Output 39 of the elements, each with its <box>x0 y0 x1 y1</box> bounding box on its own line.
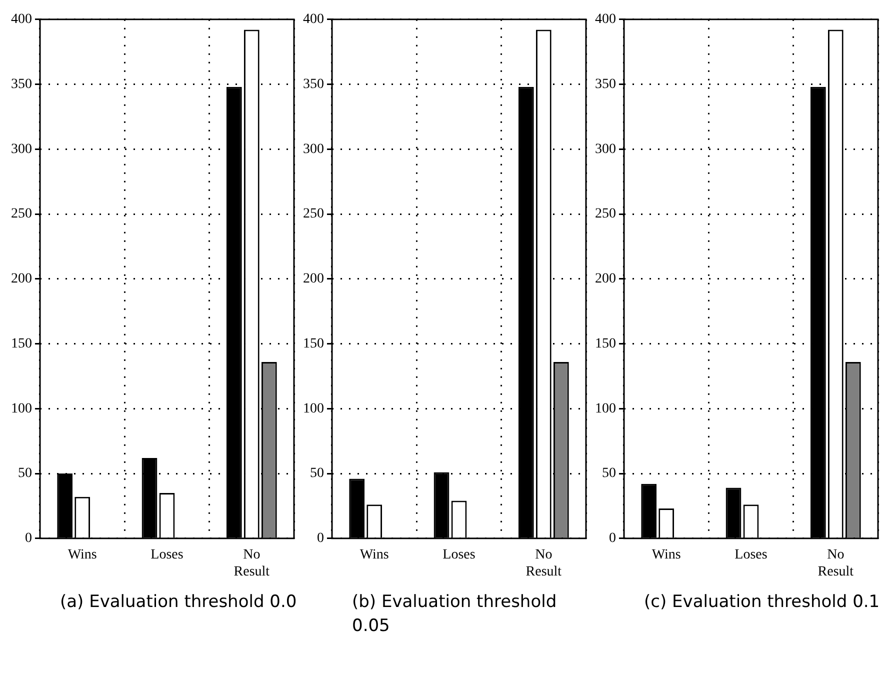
x-tick-label: No Result <box>818 547 854 580</box>
y-tick-label: 0 <box>609 531 616 546</box>
x-tick-label: Wins <box>652 547 681 562</box>
x-tick-label: No Result <box>234 547 270 580</box>
y-tick-label: 0 <box>25 531 32 546</box>
x-tick-label: Loses <box>734 547 768 562</box>
x-tick-label: Loses <box>150 547 184 562</box>
y-tick-label: 50 <box>310 466 324 482</box>
y-tick-label: 350 <box>303 76 324 92</box>
y-tick-label: 350 <box>595 76 616 92</box>
y-tick-label: 100 <box>11 401 32 416</box>
y-tick-label: 200 <box>595 272 616 287</box>
x-tick-label: Loses <box>442 547 476 562</box>
y-tick-label: 0 <box>317 531 324 546</box>
text: (b) Evaluation threshold 0.05 <box>351 591 558 638</box>
y-tick-label: 400 <box>303 12 324 28</box>
y-tick-label: 150 <box>303 336 324 352</box>
x-tick-label: Wins <box>360 547 389 562</box>
text: (a) Evaluation threshold 0.0 <box>59 591 298 614</box>
y-tick-label: 250 <box>595 206 616 222</box>
y-tick-label: 50 <box>18 466 32 482</box>
y-tick-label: 200 <box>11 272 32 287</box>
y-tick-label: 300 <box>11 142 32 157</box>
y-tick-label: 300 <box>303 142 324 157</box>
y-tick-label: 200 <box>303 272 324 287</box>
y-tick-label: 100 <box>303 401 324 416</box>
y-tick-label: 150 <box>11 336 32 352</box>
y-tick-label: 400 <box>11 12 32 28</box>
y-tick-label: 400 <box>595 12 616 28</box>
y-tick-label: 50 <box>602 466 616 482</box>
y-tick-label: 150 <box>595 336 616 352</box>
y-tick-label: 250 <box>303 206 324 222</box>
y-tick-label: 350 <box>11 76 32 92</box>
x-tick-label: Wins <box>68 547 97 562</box>
y-tick-label: 300 <box>595 142 616 157</box>
y-tick-label: 100 <box>595 401 616 416</box>
text: (c) Evaluation threshold 0.1 <box>643 591 881 614</box>
x-tick-label: No Result <box>526 547 562 580</box>
y-tick-label: 250 <box>11 206 32 222</box>
